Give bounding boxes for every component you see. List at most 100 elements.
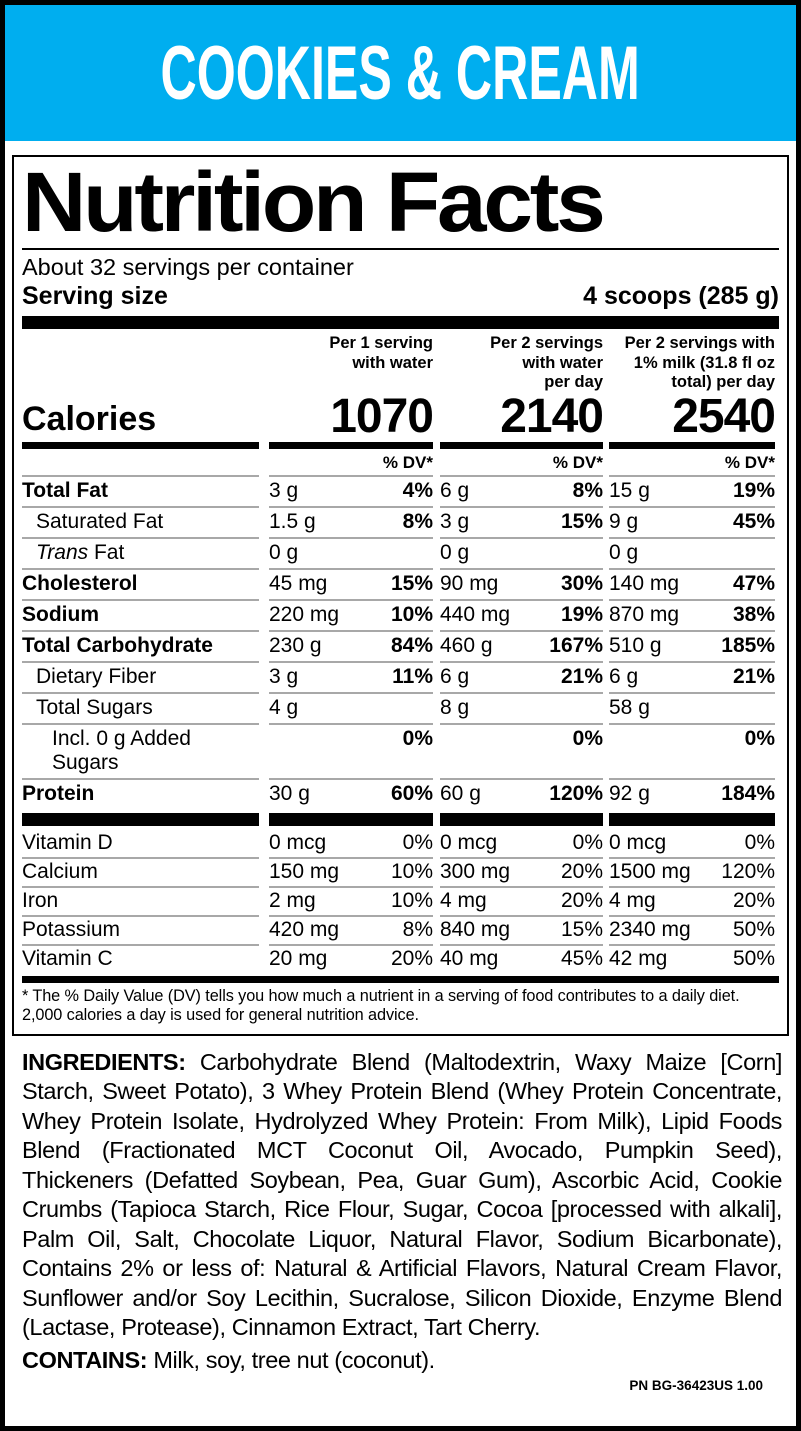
column-gap [259, 475, 269, 506]
value-cell-1: 4 g [269, 691, 433, 723]
column-gap [433, 723, 440, 778]
value-cell-1: 45 mg 15% [269, 567, 433, 599]
value-cell-2: 6 g 21% [440, 660, 603, 692]
value-cell-2: 0 g [440, 536, 603, 568]
calories-label: Calories [22, 399, 157, 438]
column-gap [259, 886, 269, 915]
divider-bar-segment [609, 812, 775, 826]
divider-bar-segment [22, 812, 259, 826]
amount: 60 g [440, 781, 481, 805]
amount: 92 g [609, 781, 650, 805]
nutrient-label: Protein [22, 777, 259, 809]
column-gap [433, 915, 440, 944]
row-sodium: Sodium 220 mg 10% 440 mg 19% 870 mg 38% [22, 598, 779, 630]
ingredients-label: INGREDIENTS: [22, 1048, 186, 1075]
nutrient-label: Cholesterol [22, 567, 259, 599]
value-cell-3: 6 g 21% [609, 660, 775, 692]
column-gap [433, 537, 440, 568]
daily-value-percent: 21% [732, 664, 775, 688]
column-header-line: Per 1 serving [329, 334, 433, 352]
daily-value-percent: 0% [572, 726, 603, 750]
column-gap [259, 692, 269, 723]
amount: 30 g [269, 781, 310, 805]
daily-value-percent: 38% [732, 602, 775, 626]
amount: 40 mg [440, 946, 499, 970]
value-cell-3: 58 g [609, 691, 775, 723]
daily-value-percent: 8% [572, 478, 603, 502]
nutrient-label: Dietary Fiber [22, 660, 259, 692]
amount: 3 g [269, 664, 299, 688]
daily-value-percent: 19% [732, 478, 775, 502]
value-cell-1: 30 g 60% [269, 777, 433, 809]
column-header-line: with water [352, 353, 433, 372]
nutrient-label: Trans Fat [22, 536, 259, 568]
column-gap [259, 599, 269, 630]
daily-value-percent: 45% [560, 946, 603, 970]
daily-value-percent: 45% [732, 509, 775, 533]
row-saturated-fat: Saturated Fat 1.5 g 8% 3 g 15% 9 g 45% [22, 505, 779, 537]
value-cell-2: 300 mg 20% [440, 856, 603, 886]
amount: 0 mcg [440, 830, 498, 854]
header-spacer [22, 334, 259, 393]
daily-value-percent: 185% [721, 633, 775, 657]
column-gap [259, 568, 269, 599]
value-cell-2: 6 g 8% [440, 474, 603, 506]
value-cell-3: 510 g 185% [609, 629, 775, 661]
amount: 4 mg [440, 888, 487, 912]
nutrient-label: Vitamin C [22, 943, 259, 973]
value-cell-2: 90 mg 30% [440, 567, 603, 599]
value-cell-1: 3 g 4% [269, 474, 433, 506]
divider-bar-segment [440, 812, 603, 826]
column-gap [433, 568, 440, 599]
flavor-banner: COOKIES & CREAM [5, 5, 796, 141]
row-cholesterol: Cholesterol 45 mg 15% 90 mg 30% 140 mg 47% [22, 567, 779, 599]
amount: 420 mg [269, 917, 340, 941]
row-trans-fat: Trans Fat 0 g 0 g 0 g [22, 536, 779, 568]
divider-bar-segment [22, 441, 259, 449]
daily-value-percent: 8% [402, 917, 433, 941]
value-cell-2: 8 g [440, 691, 603, 723]
column-gap [259, 630, 269, 661]
nutrient-label: Total Fat [22, 474, 259, 506]
calories-value-3: 2540 [672, 389, 776, 443]
value-cell-2: 60 g 120% [440, 777, 603, 809]
daily-value-percent: 120% [721, 859, 775, 883]
daily-value-percent: 30% [560, 571, 603, 595]
column-gap [259, 915, 269, 944]
column-header-1: Per 1 serving with water [269, 334, 433, 393]
column-gap [259, 723, 269, 778]
value-cell-3: 92 g 184% [609, 777, 775, 809]
amount: 4 g [269, 695, 299, 719]
value-cell-1: 420 mg 8% [269, 914, 433, 944]
daily-value-percent: 19% [560, 602, 603, 626]
nutrient-label: Sodium [22, 598, 259, 630]
column-gap [259, 334, 269, 393]
daily-value-percent: 15% [390, 571, 433, 595]
serving-size-row: Serving size 4 scoops (285 g) [22, 281, 779, 316]
value-cell-1: 0% [269, 722, 433, 778]
calories-row: Calories 1070 2140 2540 [22, 389, 779, 443]
value-cell-3: 140 mg 47% [609, 567, 775, 599]
daily-value-percent: 15% [560, 509, 603, 533]
column-header-line: total) per day [671, 373, 775, 391]
value-cell-1: 230 g 84% [269, 629, 433, 661]
nutrition-facts-title-text: Nutrition Facts [22, 155, 606, 249]
amount: 4 mg [609, 888, 656, 912]
calories-divider-bars [22, 441, 779, 449]
amount: 0 g [269, 540, 299, 564]
value-cell-1: 2 mg 10% [269, 885, 433, 915]
value-cell-3: 870 mg 38% [609, 598, 775, 630]
column-gap [259, 661, 269, 692]
column-header-line: with water [522, 353, 603, 372]
column-gap [433, 475, 440, 506]
row-incl-0-g-added-sugars: Incl. 0 g Added Sugars 0% 0% 0% [22, 722, 779, 778]
amount: 90 mg [440, 571, 499, 595]
amount: 3 g [440, 509, 470, 533]
dv-header-spacer [22, 449, 259, 475]
value-cell-1: 0 g [269, 536, 433, 568]
daily-value-percent: 15% [560, 917, 603, 941]
dv-header-row: % DV* % DV* % DV* [22, 449, 779, 475]
amount: 220 mg [269, 602, 340, 626]
row-total-carbohydrate: Total Carbohydrate 230 g 84% 460 g 167% 510 g… [22, 629, 779, 661]
